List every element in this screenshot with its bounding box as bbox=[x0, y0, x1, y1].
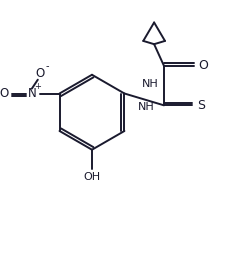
Text: NH: NH bbox=[138, 102, 155, 112]
Text: +: + bbox=[34, 82, 41, 91]
Text: O: O bbox=[0, 87, 9, 100]
Text: S: S bbox=[198, 99, 206, 112]
Text: O: O bbox=[35, 67, 44, 80]
Text: N: N bbox=[28, 87, 36, 100]
Text: NH: NH bbox=[142, 79, 159, 89]
Text: OH: OH bbox=[83, 172, 101, 182]
Text: -: - bbox=[46, 61, 49, 71]
Text: O: O bbox=[198, 59, 208, 72]
